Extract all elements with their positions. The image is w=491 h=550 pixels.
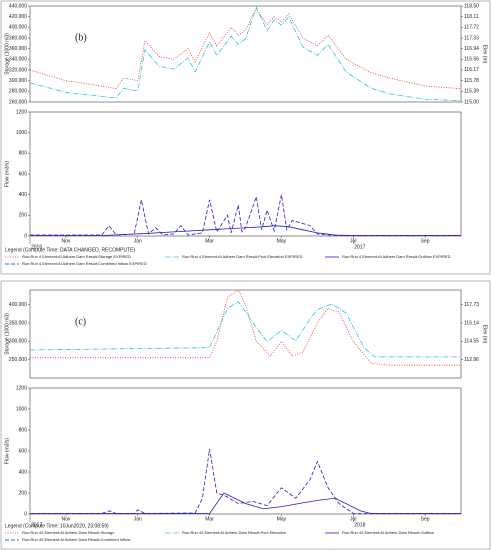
- x-tick-label: May: [277, 516, 287, 522]
- plot-frame: [29, 387, 462, 515]
- x-year-label: 2018: [354, 522, 365, 528]
- y-tick-label: 300,000: [9, 78, 27, 84]
- y2-tick-label: 116.94: [464, 46, 479, 52]
- legend-title: Legend (Compute Time: 10Jun2020, 23:08:5…: [5, 523, 109, 529]
- legend-label: Run:Run 4 Element:Al Adhem Dam Result:Co…: [22, 261, 147, 266]
- series-line: [30, 448, 461, 514]
- y-tick-label: 600: [19, 171, 28, 177]
- legend-label: Run:Run 49 Element:Al Adhem Dam Result:C…: [22, 537, 130, 542]
- panel-label: (c): [75, 316, 86, 327]
- x-tick-label: May: [277, 238, 287, 244]
- y-tick-label: 0: [24, 233, 27, 239]
- series-line: [30, 289, 461, 366]
- y-tick-label: 200: [19, 490, 28, 496]
- panel-border: [0, 280, 491, 550]
- panel-label: (b): [75, 32, 87, 43]
- x-year-label: 2017: [31, 522, 42, 528]
- y2-tick-label: 115.78: [464, 78, 479, 84]
- y-axis-label: Storage (1000 m3): [4, 313, 10, 355]
- plot-frame: [29, 289, 462, 379]
- series-line: [30, 492, 461, 514]
- x-tick-label: Mar: [205, 238, 214, 244]
- y-tick-label: 400: [19, 469, 28, 475]
- series-line: [29, 7, 462, 90]
- legend-title: Legend (Compute Time: DATA CHANGED, RECO…: [5, 247, 135, 253]
- series-line: [29, 6, 462, 102]
- y-tick-label: 320,000: [9, 67, 27, 73]
- y2-tick-label: 114.55: [464, 339, 479, 345]
- x-tick-label: Nov: [61, 238, 70, 244]
- x-year-label: 2017: [354, 244, 365, 250]
- x-tick-label: Sep: [421, 516, 430, 522]
- x-year-label: 2016: [31, 244, 42, 250]
- x-tick-label: Jan: [134, 516, 142, 522]
- y2-axis-label: Elev (m): [482, 325, 488, 344]
- y-tick-label: 380,000: [9, 35, 27, 41]
- y-tick-label: 200: [19, 213, 28, 219]
- y-tick-label: 250,000: [9, 357, 27, 363]
- y-tick-label: 1200: [16, 385, 27, 391]
- y-tick-label: 360,000: [9, 46, 27, 52]
- y2-tick-label: 116.17: [464, 67, 479, 73]
- y-tick-label: 800: [19, 151, 28, 157]
- legend-label: Run:Run 49 Element:Al Adhem Dam Result:S…: [22, 530, 115, 535]
- y-tick-label: 440,000: [9, 3, 27, 9]
- y2-tick-label: 118.11: [464, 14, 479, 20]
- y2-tick-label: 117.73: [464, 302, 479, 308]
- series-line: [29, 300, 461, 358]
- y-tick-label: 420,000: [9, 14, 27, 20]
- legend-label: Run:Run 49 Element:Al Adhem Dam Result:O…: [342, 530, 434, 535]
- y2-axis-label: Elev (m): [482, 45, 488, 64]
- panel-border: [0, 0, 491, 275]
- y2-tick-label: 117.72: [464, 25, 479, 31]
- legend-label: Run:Run 4 Element:Al Adhem Dam Result:Po…: [182, 254, 303, 259]
- y2-tick-label: 117.33: [464, 35, 479, 41]
- y2-tick-label: 118.50: [464, 3, 479, 9]
- x-tick-label: Nov: [61, 516, 70, 522]
- y-axis-label: Storage (1000 m3): [4, 33, 10, 75]
- legend-label: Run:Run 49 Element:Al Adhem Dam Result:P…: [182, 530, 286, 535]
- y-tick-label: 400: [19, 192, 28, 198]
- y2-tick-label: 116.14: [464, 320, 479, 326]
- series-line: [30, 225, 461, 236]
- x-tick-label: Mar: [205, 516, 214, 522]
- y-tick-label: 400,000: [9, 25, 27, 31]
- y-tick-label: 350,000: [9, 320, 27, 326]
- y-tick-label: 600: [19, 448, 28, 454]
- y2-tick-label: 115.00: [464, 99, 479, 105]
- plot-frame: [29, 5, 462, 103]
- y2-tick-label: 112.96: [464, 357, 479, 363]
- y-tick-label: 300,000: [9, 339, 27, 345]
- plot-frame: [29, 111, 462, 237]
- y-axis-label: Flow (m3/s): [4, 161, 10, 187]
- y-axis-label: Flow (m3/s): [4, 438, 10, 464]
- y-tick-label: 280,000: [9, 89, 27, 95]
- series-line: [30, 194, 461, 236]
- y-tick-label: 1000: [16, 406, 27, 412]
- x-tick-label: Sep: [421, 238, 430, 244]
- y2-tick-label: 116.56: [464, 57, 479, 63]
- y2-tick-label: 115.39: [464, 89, 479, 95]
- y-tick-label: 0: [24, 511, 27, 517]
- y-tick-label: 800: [19, 427, 28, 433]
- legend-label: Run:Run 4 Element:Al Adhem Dam Result:St…: [22, 254, 131, 259]
- y-tick-label: 340,000: [9, 57, 27, 63]
- y-tick-label: 400,000: [9, 302, 27, 308]
- x-tick-label: Jan: [134, 238, 142, 244]
- legend-label: Run:Run 4 Element:Al Adhem Dam Result:Ou…: [342, 254, 451, 259]
- y-tick-label: 1200: [16, 109, 27, 115]
- y-tick-label: 1000: [16, 130, 27, 136]
- y-tick-label: 260,000: [9, 99, 27, 105]
